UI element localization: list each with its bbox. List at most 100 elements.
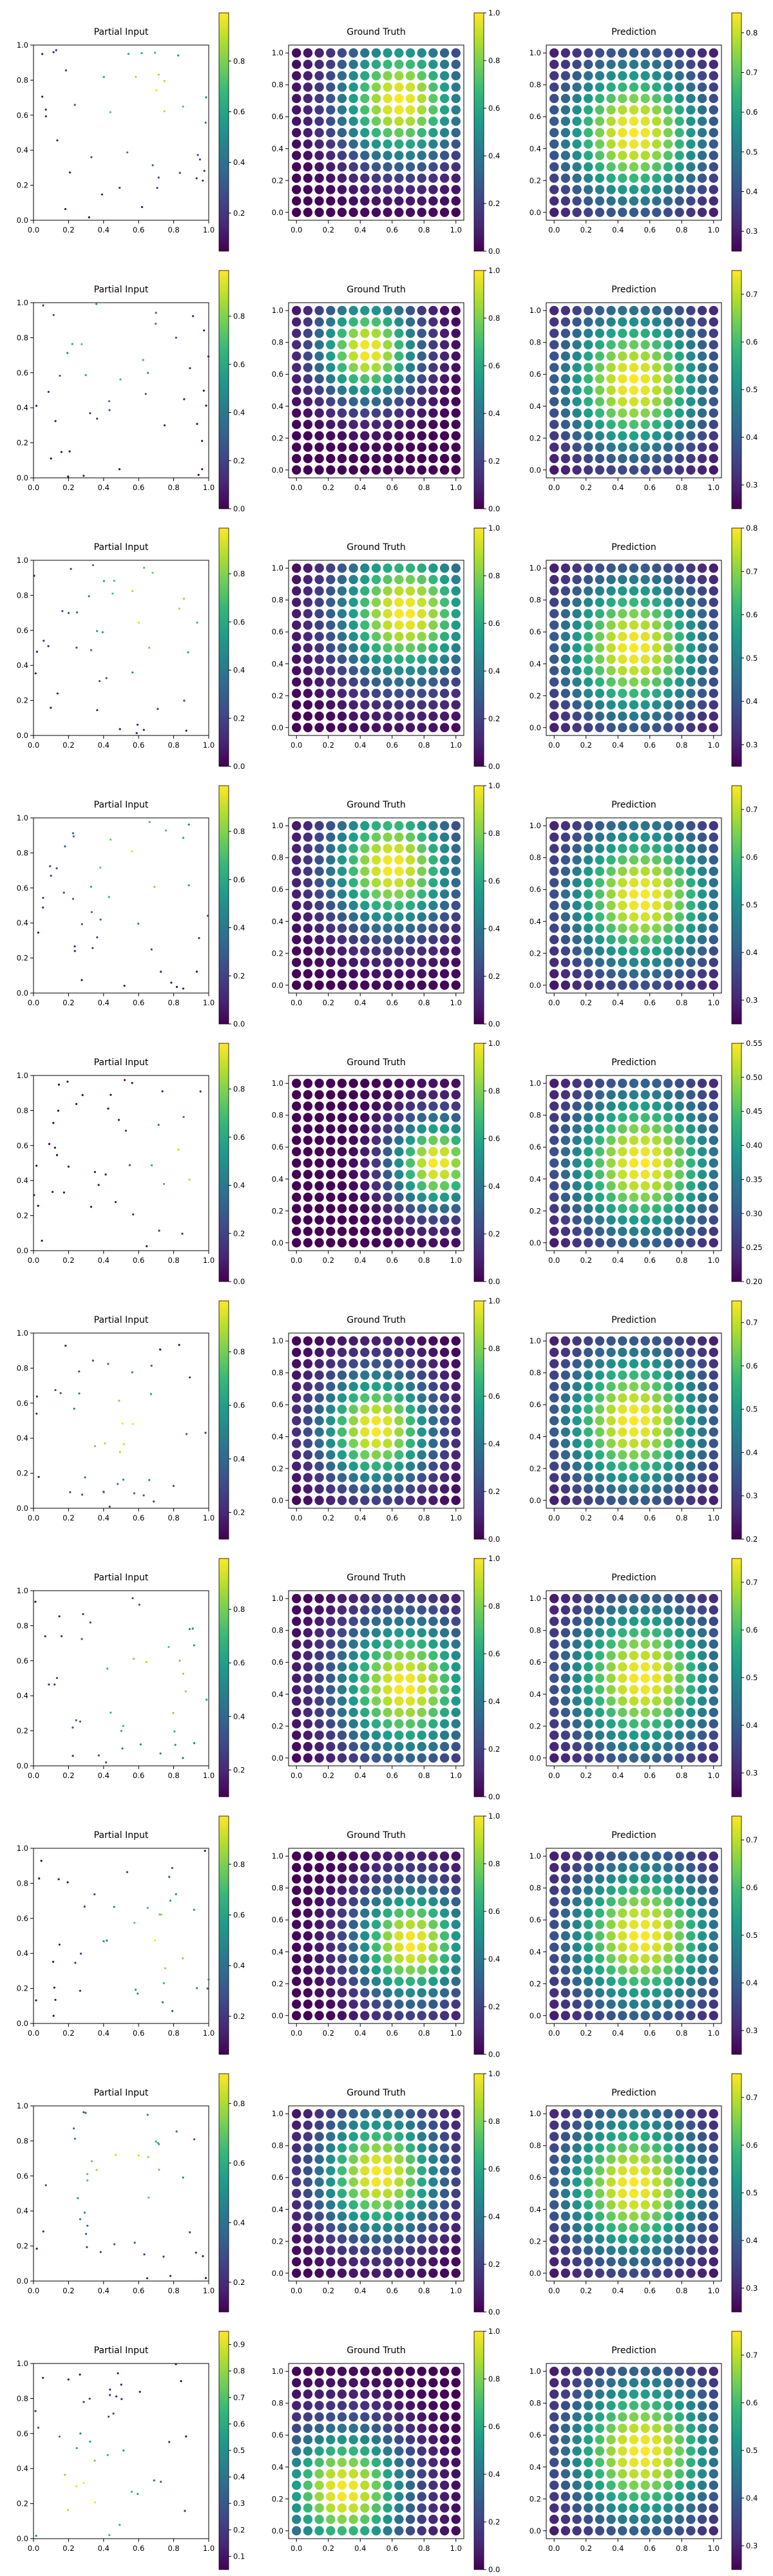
grid-point <box>451 574 461 585</box>
grid-point <box>595 185 605 194</box>
grid-point <box>549 1181 559 1191</box>
grid-point <box>394 1976 404 1986</box>
grid-point <box>439 1147 450 1157</box>
grid-point <box>326 934 336 945</box>
grid-point <box>451 59 461 70</box>
colorbar-tick-label: 0.4 <box>746 948 758 957</box>
grid-point <box>697 934 707 945</box>
grid-point <box>394 317 404 327</box>
grid-point <box>595 821 605 831</box>
grid-point <box>383 1461 392 1471</box>
grid-point <box>697 1719 707 1728</box>
y-tick-label: 0.6 <box>272 885 283 894</box>
grid-point <box>360 351 370 361</box>
grid-point <box>674 1495 684 1505</box>
grid-point <box>348 82 358 92</box>
y-tick-label: 0.0 <box>530 208 541 217</box>
grid-point <box>337 1954 347 1964</box>
grid-point <box>348 900 358 911</box>
data-point <box>178 607 180 610</box>
grid-point <box>549 1135 559 1145</box>
grid-point <box>451 609 461 619</box>
grid-point <box>383 1381 392 1392</box>
data-point <box>196 154 199 156</box>
grid-point <box>292 139 301 149</box>
grid-point <box>405 620 415 630</box>
grid-point <box>640 1942 650 1952</box>
grid-point <box>560 1628 571 1638</box>
grid-point <box>337 71 347 80</box>
grid-point <box>337 1741 347 1752</box>
grid-point <box>618 363 627 372</box>
grid-point <box>383 632 392 641</box>
grid-point <box>584 1628 593 1638</box>
grid-point <box>428 1135 438 1145</box>
grid-point <box>371 1079 381 1088</box>
axes-frame <box>33 1590 209 1766</box>
grid-point <box>405 1416 415 1426</box>
x-tick-label: 1.0 <box>203 998 215 1007</box>
grid-point <box>674 1147 684 1157</box>
grid-point <box>606 700 616 710</box>
grid-point <box>383 1988 392 1998</box>
grid-point <box>360 889 370 899</box>
grid-point <box>686 2011 696 2020</box>
data-point <box>96 630 99 632</box>
grid-point <box>360 1942 370 1952</box>
grid-point <box>595 306 605 316</box>
grid-point <box>606 654 616 664</box>
grid-point <box>674 632 684 641</box>
grid-point <box>326 465 336 475</box>
grid-point <box>383 442 392 452</box>
grid-point <box>326 306 336 316</box>
grid-point <box>360 1616 370 1626</box>
grid-point <box>572 654 582 664</box>
grid-point <box>383 1336 392 1346</box>
grid-point <box>337 866 347 876</box>
grid-point <box>629 1101 639 1111</box>
grid-point <box>560 980 571 990</box>
grid-point <box>326 700 336 710</box>
grid-point <box>383 328 392 338</box>
x-tick-label: 0.2 <box>580 1513 592 1522</box>
grid-point <box>584 1696 593 1706</box>
grid-point <box>560 1495 571 1505</box>
grid-point <box>697 1886 707 1895</box>
grid-point <box>549 1359 559 1368</box>
grid-point <box>584 465 593 475</box>
grid-point <box>606 1673 616 1683</box>
colorbar-tick-label: 0.4 <box>746 697 758 706</box>
grid-point <box>629 59 639 70</box>
grid-point <box>405 1628 415 1638</box>
grid-point <box>652 1954 662 1964</box>
grid-point <box>595 1594 605 1604</box>
data-point <box>55 1153 59 1157</box>
grid-point <box>652 93 662 104</box>
grid-point <box>629 1685 639 1694</box>
grid-point <box>640 832 650 842</box>
grid-point <box>348 723 358 732</box>
grid-point <box>674 1965 684 1975</box>
grid-point <box>652 442 662 452</box>
grid-point <box>629 1673 639 1683</box>
panel-title: Ground Truth <box>347 542 405 553</box>
grid-point <box>674 1862 684 1873</box>
grid-point <box>560 2011 571 2020</box>
grid-point <box>663 620 673 630</box>
grid-point <box>439 1359 450 1368</box>
grid-point <box>629 317 639 327</box>
grid-point <box>417 93 426 104</box>
grid-point <box>337 1359 347 1368</box>
grid-point <box>709 1359 718 1368</box>
y-tick-label: 0.8 <box>272 338 283 347</box>
grid-point <box>606 1662 616 1672</box>
data-point <box>79 1989 82 1992</box>
grid-point <box>428 1336 438 1346</box>
grid-point <box>360 666 370 676</box>
grid-point <box>584 1954 593 1964</box>
grid-point <box>640 1673 650 1683</box>
grid-point <box>451 711 461 721</box>
grid-point <box>383 1741 392 1752</box>
grid-point <box>618 1999 627 2009</box>
